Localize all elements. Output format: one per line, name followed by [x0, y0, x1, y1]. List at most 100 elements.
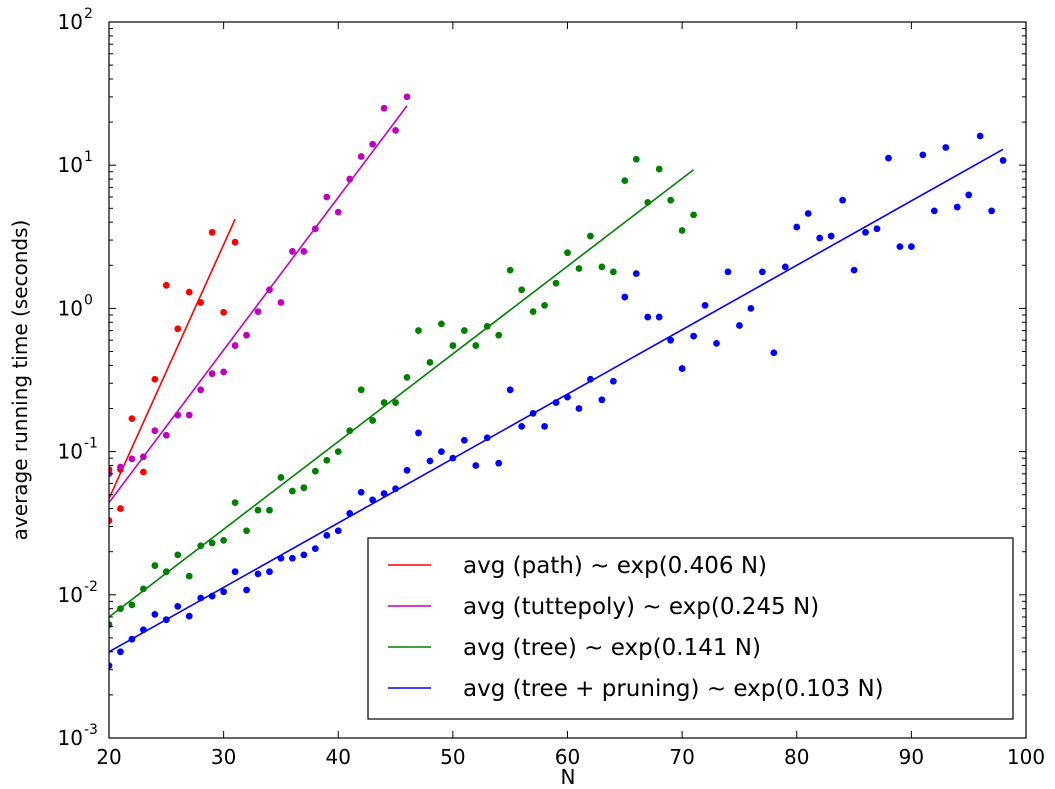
data-point: [300, 248, 308, 255]
x-tick-label: 80: [784, 745, 809, 769]
data-point: [976, 132, 984, 140]
data-point: [185, 612, 193, 620]
data-point: [483, 322, 491, 330]
data-point: [128, 455, 136, 463]
data-point: [162, 616, 170, 624]
data-point: [655, 313, 663, 321]
data-point: [254, 506, 262, 514]
x-tick-label: 20: [96, 745, 121, 769]
data-point: [415, 429, 422, 437]
data-point: [380, 399, 388, 406]
data-point: [231, 342, 239, 349]
data-point: [907, 243, 915, 251]
data-point: [220, 536, 228, 544]
data-point: [369, 140, 377, 148]
data-point: [460, 327, 468, 334]
data-point: [449, 342, 457, 349]
y-tick-exponent: 0: [84, 292, 93, 308]
data-point: [174, 411, 182, 419]
x-tick-label: 60: [555, 745, 580, 769]
data-point: [334, 527, 342, 535]
data-point: [117, 605, 124, 613]
data-point: [678, 227, 686, 234]
data-point: [289, 554, 296, 562]
data-point: [506, 266, 514, 274]
data-point: [243, 331, 250, 339]
data-point: [793, 223, 801, 231]
data-point: [220, 588, 228, 596]
data-point: [999, 157, 1007, 164]
data-point: [885, 154, 892, 162]
legend-label: avg (tree) ~ exp(0.141 N): [463, 635, 761, 661]
data-point: [266, 568, 273, 576]
x-tick-label: 70: [669, 745, 694, 769]
data-point: [109, 662, 113, 670]
data-point: [644, 313, 652, 321]
data-point: [311, 467, 319, 475]
data-point: [873, 225, 881, 233]
data-point: [392, 485, 399, 493]
y-axis-label: average running time (seconds): [8, 220, 32, 541]
data-point: [243, 586, 250, 594]
data-point: [426, 457, 434, 465]
data-point: [208, 228, 216, 236]
data-point: [197, 542, 205, 550]
series-3: [109, 132, 1007, 670]
data-point: [460, 436, 468, 444]
data-point: [311, 225, 319, 233]
data-point: [426, 358, 434, 366]
data-point: [346, 427, 354, 435]
data-point: [277, 474, 285, 481]
data-point: [862, 228, 869, 236]
data-point: [827, 232, 835, 240]
data-point: [197, 299, 205, 306]
data-point: [208, 539, 216, 547]
x-tick-label: 50: [440, 745, 465, 769]
data-point: [403, 466, 411, 474]
data-point: [850, 266, 858, 274]
data-point: [529, 308, 537, 315]
x-axis-label: N: [561, 765, 576, 789]
data-point: [139, 468, 147, 476]
data-point: [139, 626, 147, 634]
data-point: [701, 301, 709, 309]
y-tick-label: 10: [58, 10, 83, 34]
data-point: [839, 196, 846, 204]
data-point: [621, 293, 629, 301]
data-point: [151, 562, 159, 569]
data-point: [174, 602, 182, 610]
data-point: [564, 393, 571, 401]
y-tick-exponent: 2: [84, 6, 93, 22]
data-point: [151, 610, 159, 618]
data-point: [587, 375, 594, 383]
data-point: [919, 151, 927, 159]
y-tick-label: 10: [58, 153, 83, 177]
data-point: [117, 648, 124, 656]
data-point: [117, 505, 124, 512]
data-point: [632, 270, 640, 277]
data-point: [598, 263, 606, 271]
data-point: [380, 490, 388, 497]
y-tick-exponent: -3: [84, 722, 98, 738]
data-point: [220, 308, 228, 316]
legend: avg (path) ~ exp(0.406 N) avg (tuttepoly)…: [367, 537, 1014, 720]
data-point: [357, 153, 365, 160]
data-point: [220, 368, 228, 376]
series-1: [109, 93, 411, 504]
data-point: [438, 448, 445, 455]
data-point: [277, 554, 285, 562]
data-point: [109, 517, 113, 524]
legend-label: avg (tuttepoly) ~ exp(0.245 N): [463, 594, 819, 620]
data-point: [392, 126, 399, 134]
data-point: [185, 288, 193, 296]
data-point: [185, 411, 193, 419]
data-point: [564, 249, 571, 257]
data-point: [174, 551, 182, 559]
data-point: [323, 531, 331, 539]
data-point: [667, 196, 675, 204]
data-point: [300, 551, 308, 559]
data-point: [541, 301, 548, 309]
data-point: [266, 506, 273, 514]
data-point: [483, 434, 491, 442]
data-point: [231, 238, 239, 246]
